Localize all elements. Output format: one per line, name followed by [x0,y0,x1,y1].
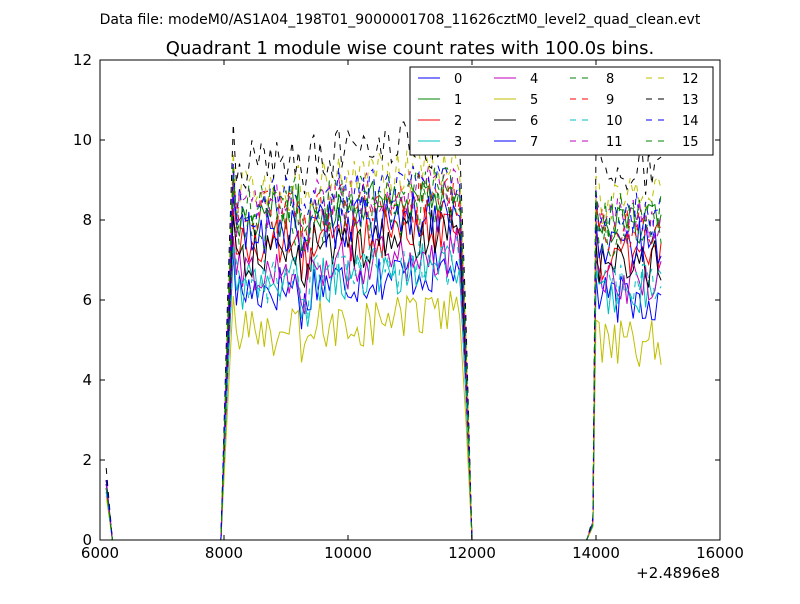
x-tick-label: 16000 [696,544,744,562]
x-tick-label: 6000 [81,544,119,562]
legend-label-2: 2 [454,114,462,129]
legend-label-4: 4 [530,72,538,87]
series-line-3 [105,243,662,540]
plot-area [105,115,662,540]
legend-label-0: 0 [454,72,462,87]
x-offset-label: +2.4896e8 [636,564,720,582]
legend-label-8: 8 [606,72,614,87]
legend-label-7: 7 [530,135,538,150]
series-line-5 [105,290,662,540]
legend-box [409,66,714,156]
legend-label-13: 13 [682,93,699,108]
x-tick-label: 14000 [572,544,620,562]
legend-label-6: 6 [530,114,538,129]
y-tick-label: 10 [73,131,92,149]
series-line-14 [105,163,662,540]
series-line-13 [105,115,662,540]
legend-label-11: 11 [606,135,623,150]
y-tick-label: 12 [73,51,92,69]
y-tick-label: 6 [82,291,92,309]
series-line-0 [105,244,662,540]
y-tick-label: 2 [82,451,92,469]
x-tick-label: 12000 [448,544,496,562]
legend-label-14: 14 [682,114,699,129]
series-line-7 [105,192,662,540]
series-line-2 [105,204,662,540]
x-tick-label: 8000 [205,544,243,562]
legend-label-9: 9 [606,93,614,108]
y-tick-label: 4 [82,371,92,389]
legend-label-10: 10 [606,114,623,129]
chart-suptitle: Data file: modeM0/AS1A04_198T01_90000017… [100,12,701,28]
y-tick-label: 0 [82,531,92,549]
x-tick-label: 10000 [324,544,372,562]
legend-label-5: 5 [530,93,538,108]
series-line-4 [105,228,662,540]
legend-label-15: 15 [682,135,699,150]
legend-label-12: 12 [682,72,699,87]
legend-label-1: 1 [454,93,462,108]
series-line-1 [105,175,662,540]
chart-title: Quadrant 1 module wise count rates with … [166,38,655,59]
legend-label-3: 3 [454,135,462,150]
y-tick-label: 8 [82,211,92,229]
series-line-11 [105,164,662,540]
series-line-10 [105,236,662,540]
series-line-15 [105,166,662,540]
series-line-6 [105,206,662,540]
